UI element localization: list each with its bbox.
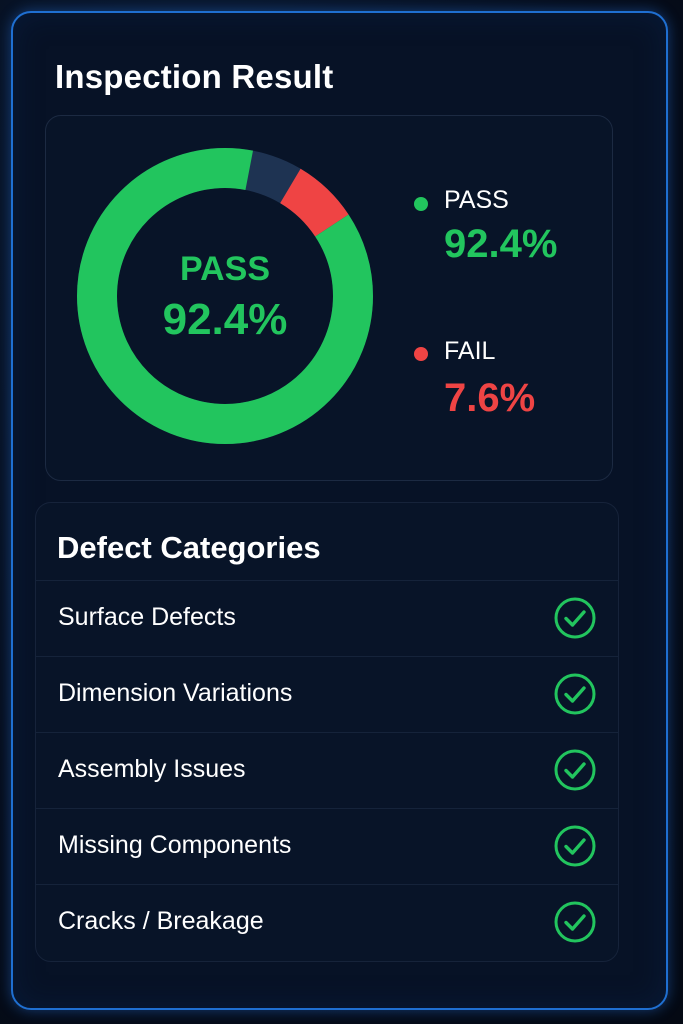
defect-row-dimension: Dimension Variations [35,656,619,732]
legend-dot-fail [414,347,428,361]
page-title: Inspection Result [55,58,334,95]
check-circle-icon [554,825,596,867]
check-circle-icon [554,749,596,791]
check-circle-icon [554,597,596,639]
donut-segment-pass [77,148,373,444]
check-circle-icon [554,901,596,943]
donut-chart-svg [77,148,373,444]
legend-dot-pass [414,197,428,211]
defect-label: Cracks / Breakage [58,907,264,935]
legend-value-fail: 7.6% [444,376,536,420]
defect-row-cracks: Cracks / Breakage [35,884,619,960]
check-circle-icon [554,673,596,715]
defect-categories-title: Defect Categories [57,530,321,565]
defect-row-surface: Surface Defects [35,580,619,656]
defect-label: Missing Components [58,831,292,859]
defect-label: Assembly Issues [58,755,246,783]
donut-chart: PASS 92.4% [76,147,374,445]
defect-row-missing: Missing Components [35,808,619,884]
defect-list: Surface Defects Dimension Variations Ass… [35,580,619,960]
legend-label-fail: FAIL [444,337,496,365]
legend-label-pass: PASS [444,186,509,214]
donut-center-value: 92.4% [162,295,288,344]
defect-label: Surface Defects [58,603,236,631]
defect-label: Dimension Variations [58,679,293,707]
donut-center: PASS 92.4% [76,147,374,445]
donut-center-label: PASS [179,250,271,288]
defect-row-assembly: Assembly Issues [35,732,619,808]
legend-value-pass: 92.4% [444,222,558,266]
